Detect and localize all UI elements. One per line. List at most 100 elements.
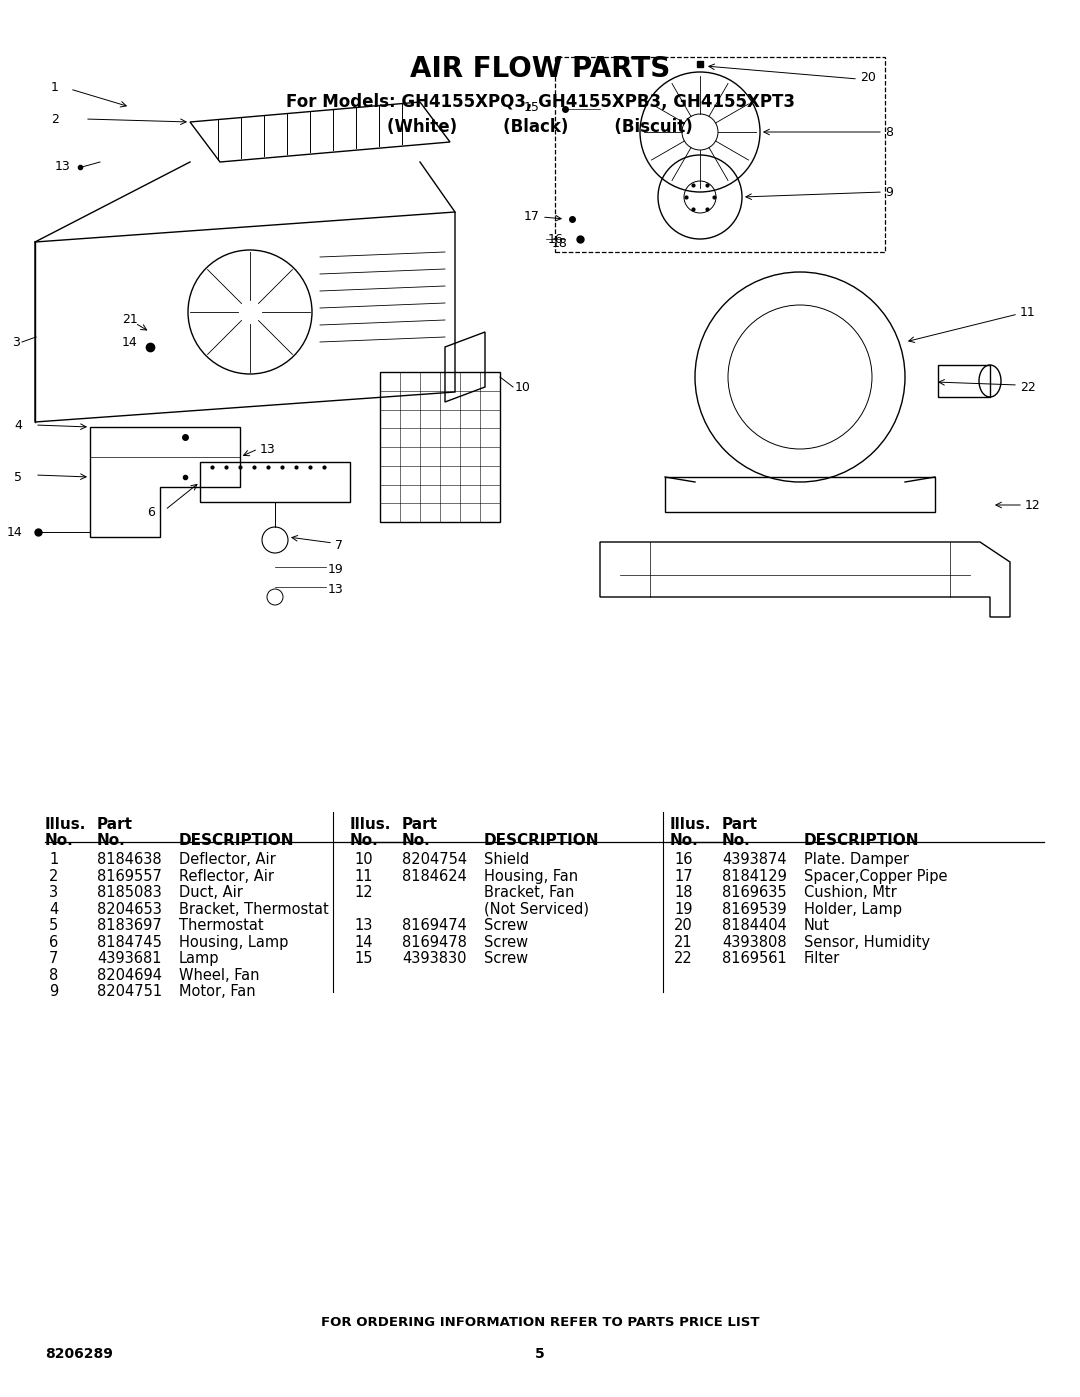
Text: 12: 12 (354, 886, 373, 901)
Text: Screw: Screw (484, 951, 528, 967)
Text: 13: 13 (354, 918, 373, 933)
Text: 20: 20 (674, 918, 692, 933)
Text: 8185083: 8185083 (97, 886, 162, 901)
Text: 5: 5 (14, 471, 22, 483)
Text: No.: No. (45, 833, 73, 848)
Text: Thermostat: Thermostat (179, 918, 264, 933)
Text: (White)        (Black)        (Biscuit): (White) (Black) (Biscuit) (387, 117, 693, 136)
Text: Deflector, Air: Deflector, Air (179, 852, 275, 868)
Text: 18: 18 (552, 237, 568, 250)
Text: 14: 14 (122, 335, 138, 348)
Text: Screw: Screw (484, 918, 528, 933)
Text: 18: 18 (674, 886, 692, 901)
Text: 8183697: 8183697 (97, 918, 162, 933)
Text: Cushion, Mtr: Cushion, Mtr (804, 886, 896, 901)
Text: Part: Part (402, 817, 438, 833)
Text: FOR ORDERING INFORMATION REFER TO PARTS PRICE LIST: FOR ORDERING INFORMATION REFER TO PARTS … (321, 1316, 759, 1329)
Text: 15: 15 (524, 101, 540, 113)
Text: Housing, Lamp: Housing, Lamp (179, 935, 288, 950)
Bar (380, 372, 500, 522)
Text: 8184624: 8184624 (402, 869, 467, 884)
Text: Part: Part (97, 817, 133, 833)
Text: 19: 19 (674, 902, 692, 916)
Text: 10: 10 (515, 380, 531, 394)
Text: 8204694: 8204694 (97, 968, 162, 983)
Bar (939, 365, 990, 397)
Text: 13: 13 (54, 161, 70, 173)
Text: 13: 13 (260, 443, 275, 455)
Text: Motor, Fan: Motor, Fan (179, 985, 256, 999)
Text: 6: 6 (49, 935, 58, 950)
Text: 2: 2 (51, 113, 59, 126)
Text: 14: 14 (354, 935, 373, 950)
Text: 12: 12 (1025, 499, 1041, 511)
Text: Lamp: Lamp (179, 951, 219, 967)
Text: 8169474: 8169474 (402, 918, 467, 933)
Text: No.: No. (670, 833, 699, 848)
Text: 1: 1 (49, 852, 58, 868)
Text: Spacer,Copper Pipe: Spacer,Copper Pipe (804, 869, 947, 884)
Text: Housing, Fan: Housing, Fan (484, 869, 578, 884)
Text: No.: No. (402, 833, 431, 848)
Text: 8204653: 8204653 (97, 902, 162, 916)
Text: 3: 3 (12, 335, 21, 348)
Text: 7: 7 (335, 538, 343, 552)
Text: 21: 21 (122, 313, 138, 326)
Text: 4393808: 4393808 (723, 935, 786, 950)
Text: 13: 13 (328, 583, 343, 595)
Text: 4: 4 (49, 902, 58, 916)
Text: DESCRIPTION: DESCRIPTION (484, 833, 599, 848)
Text: Bracket, Fan: Bracket, Fan (484, 886, 575, 901)
Text: For Models: GH4155XPQ3, GH4155XPB3, GH4155XPT3: For Models: GH4155XPQ3, GH4155XPB3, GH41… (285, 94, 795, 110)
Text: DESCRIPTION: DESCRIPTION (804, 833, 919, 848)
Text: 8184404: 8184404 (723, 918, 787, 933)
Text: 22: 22 (1020, 380, 1036, 394)
Text: Part: Part (723, 817, 758, 833)
Text: Nut: Nut (804, 918, 831, 933)
Text: 8169478: 8169478 (402, 935, 467, 950)
Text: 8184745: 8184745 (97, 935, 162, 950)
Text: No.: No. (97, 833, 125, 848)
Text: 5: 5 (49, 918, 58, 933)
Text: 8169561: 8169561 (723, 951, 786, 967)
Text: Wheel, Fan: Wheel, Fan (179, 968, 259, 983)
Text: 21: 21 (674, 935, 692, 950)
Text: 6: 6 (147, 506, 156, 518)
Text: 22: 22 (674, 951, 692, 967)
Text: 3: 3 (49, 886, 58, 901)
Text: 4: 4 (14, 419, 22, 432)
Text: AIR FLOW PARTS: AIR FLOW PARTS (410, 54, 670, 82)
Text: 2: 2 (49, 869, 58, 884)
Text: Bracket, Thermostat: Bracket, Thermostat (179, 902, 328, 916)
Text: (Not Serviced): (Not Serviced) (484, 902, 589, 916)
Text: 17: 17 (524, 211, 540, 224)
Text: Holder, Lamp: Holder, Lamp (804, 902, 902, 916)
Text: 10: 10 (354, 852, 373, 868)
Text: 8184129: 8184129 (723, 869, 787, 884)
Text: 14: 14 (6, 525, 22, 538)
Text: 9: 9 (885, 186, 893, 198)
Text: 8204751: 8204751 (97, 985, 162, 999)
Text: 11: 11 (1020, 306, 1036, 319)
Text: 5: 5 (535, 1347, 545, 1361)
Text: Illus.: Illus. (45, 817, 86, 833)
Bar (555, 57, 885, 251)
Text: 17: 17 (674, 869, 692, 884)
Text: Sensor, Humidity: Sensor, Humidity (804, 935, 930, 950)
Text: 8204754: 8204754 (402, 852, 468, 868)
Text: 16: 16 (674, 852, 692, 868)
Text: Screw: Screw (484, 935, 528, 950)
Bar (200, 462, 350, 502)
Text: DESCRIPTION: DESCRIPTION (179, 833, 295, 848)
Text: 20: 20 (860, 70, 876, 84)
Text: Reflector, Air: Reflector, Air (179, 869, 274, 884)
Text: Filter: Filter (804, 951, 840, 967)
Text: 8206289: 8206289 (45, 1347, 113, 1361)
Text: 11: 11 (354, 869, 373, 884)
Text: Illus.: Illus. (350, 817, 391, 833)
Text: 16: 16 (548, 232, 564, 246)
Text: No.: No. (723, 833, 751, 848)
Text: No.: No. (350, 833, 379, 848)
Text: 8169635: 8169635 (723, 886, 786, 901)
Text: 8: 8 (49, 968, 58, 983)
